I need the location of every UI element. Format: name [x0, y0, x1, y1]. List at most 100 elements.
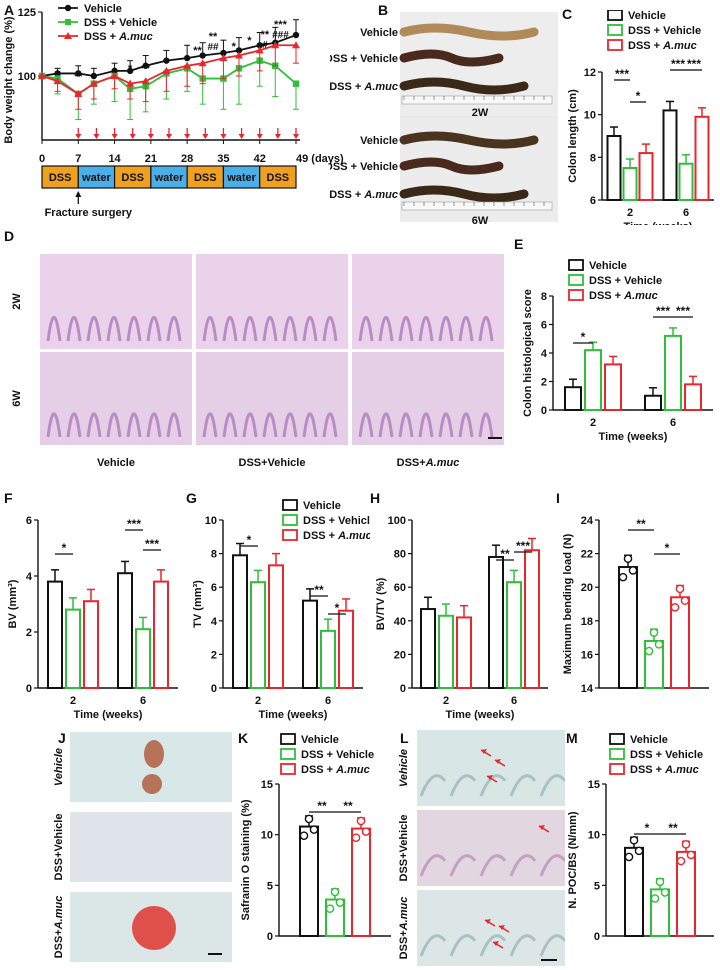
significance-label: * — [665, 541, 670, 555]
y-tick-label: 12 — [584, 67, 596, 79]
histology-texture — [242, 316, 258, 342]
bar — [250, 581, 266, 689]
safranin-image — [70, 812, 232, 882]
data-point — [255, 46, 264, 54]
poc-texture — [509, 934, 537, 957]
data-point — [292, 41, 300, 49]
data-point — [126, 67, 134, 75]
y-tick-label: 100 — [18, 71, 36, 83]
histology-col-label: DSS+A.muc — [397, 457, 460, 469]
osteoclast-arrow-head — [495, 759, 501, 764]
histology-row-label: 6W — [11, 390, 23, 407]
bar — [678, 162, 694, 202]
data-point — [53, 77, 62, 85]
histology-texture — [478, 316, 494, 342]
histology-image — [352, 352, 504, 445]
panel-label-c: C — [562, 6, 573, 22]
bar — [644, 394, 662, 411]
histology-texture — [242, 412, 258, 438]
legend-marker — [65, 19, 71, 25]
panel-label-f: F — [4, 490, 13, 506]
chart-safranin: Vehicle DSS + Vehicle DSS + A.muc 0 5 10 15 Saf… — [240, 733, 391, 943]
timeline-label: DSS — [194, 172, 217, 184]
legend-swatch — [280, 763, 296, 775]
data-point — [292, 31, 300, 39]
bar — [232, 554, 248, 689]
y-tick-label: 15 — [588, 779, 600, 791]
bar — [299, 825, 319, 937]
data-point — [75, 70, 82, 77]
legend-label: DSS + Vehicle — [628, 25, 701, 37]
y-tick-label: 8 — [541, 291, 547, 303]
poc-texture — [449, 774, 477, 797]
fracture-label: Fracture surgery — [45, 207, 133, 219]
panel-label-l: L — [400, 730, 409, 746]
bar — [153, 580, 169, 689]
poc-texture — [479, 774, 507, 797]
data-point — [162, 66, 171, 74]
bar — [606, 135, 622, 201]
panel-label-d: D — [4, 228, 15, 244]
data-point — [183, 61, 192, 69]
y-tick-label: 0 — [594, 931, 600, 943]
poc-row-label: DSS+A.muc — [398, 897, 410, 960]
panel-label-b: B — [378, 2, 389, 18]
legend-swatch — [568, 259, 584, 271]
histology-texture — [106, 412, 122, 438]
histology-texture — [458, 412, 474, 438]
dosing-arrow-head — [93, 134, 100, 139]
significance-label: ** — [317, 799, 327, 813]
significance-label: * — [645, 821, 650, 835]
significance-label: ** — [343, 799, 353, 813]
y-tick-label: 2 — [26, 627, 32, 639]
legend-swatch — [282, 514, 298, 526]
panel-label-m: M — [566, 730, 578, 746]
x-tick-label: 49 (days) — [296, 153, 344, 165]
fracture-arrow-head — [75, 191, 82, 197]
bar — [622, 167, 638, 201]
legend-label: DSS + Vehicle — [301, 749, 374, 761]
legend-label: DSS + A.muc — [84, 31, 153, 43]
y-axis-label: Safranin O staining (%) — [240, 799, 252, 920]
y-tick-label: 10 — [205, 515, 217, 527]
data-point — [670, 603, 680, 612]
timeline-label: DSS — [121, 172, 144, 184]
bar — [624, 846, 644, 937]
data-point — [304, 814, 314, 824]
x-tick-label: 21 — [145, 153, 157, 165]
significance-label: * — [62, 541, 67, 555]
significance-label: * — [636, 89, 641, 103]
histology-texture — [282, 316, 298, 342]
ruler — [401, 201, 553, 211]
y-tick-label: 0 — [541, 405, 547, 417]
data-point — [256, 42, 263, 49]
histology-image — [40, 254, 192, 349]
legend-label: Vehicle — [84, 3, 122, 15]
colon-specimen — [399, 49, 504, 67]
bar — [65, 608, 81, 689]
histology-texture — [358, 316, 374, 342]
data-point — [235, 47, 243, 54]
histology-texture — [358, 412, 374, 438]
y-axis-label: N. POC/BS (N/mm) — [567, 811, 579, 909]
bar — [438, 614, 454, 689]
legend-swatch — [609, 748, 625, 760]
data-point — [681, 839, 691, 849]
poc-texture — [449, 854, 477, 877]
stain-region — [144, 740, 164, 768]
y-tick-label: 10 — [261, 830, 273, 842]
significance-label: *** — [127, 517, 141, 531]
x-tick-label: 2 — [590, 417, 596, 429]
x-axis-label: Time (weeks) — [599, 431, 668, 443]
significance-label: *** — [656, 304, 670, 318]
y-tick-label: 0 — [400, 683, 406, 695]
y-axis-label: Colon histological score — [522, 289, 534, 417]
histology-texture — [106, 316, 122, 342]
data-point — [623, 554, 633, 563]
legend-label: DSS + Vehicle — [630, 749, 703, 761]
y-tick-label: 10 — [584, 110, 596, 122]
y-tick-label: 14 — [581, 683, 594, 695]
panel-label-g: G — [186, 490, 197, 506]
